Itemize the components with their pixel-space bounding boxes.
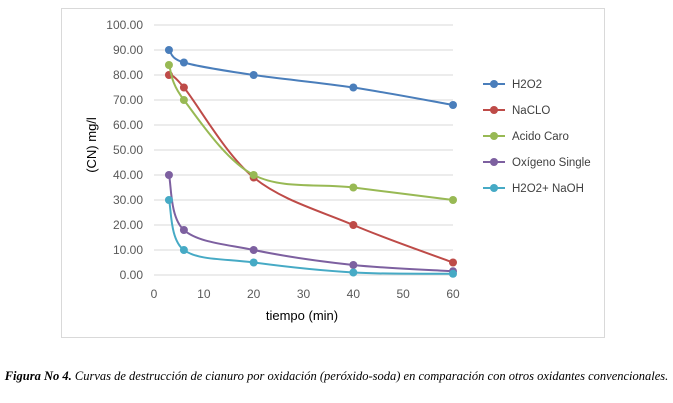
data-point [164,171,173,179]
y-axis-title: (CN) mg/l [84,117,99,173]
data-point [449,101,457,109]
data-point [164,46,173,54]
legend-label: H2O2 [512,79,542,91]
y-axis-ticks: 0.00 10.00 20.00 30.00 40.00 50.00 60.00 70.00 8… [106,18,143,282]
series-line [168,74,454,264]
series-group [164,46,457,278]
chart-frame: 0.00 10.00 20.00 30.00 40.00 50.00 60.00 70.00 8… [61,8,605,338]
legend-label: H2O2+ NaOH [512,183,584,195]
legend-swatch-marker [490,106,498,114]
data-point [349,83,358,92]
x-tick-label: 60 [446,287,460,301]
y-tick-label: 30.00 [113,193,143,207]
figure-caption: Figura No 4. Curvas de destrucción de ci… [0,368,673,384]
x-tick-label: 50 [396,287,410,301]
data-point [179,83,188,92]
data-point [349,268,358,277]
x-tick-label: 20 [247,287,261,301]
data-point [249,171,258,179]
legend-label: Oxígeno Single [512,157,591,169]
legend-swatch-marker [490,80,498,88]
series-line [167,199,454,275]
data-point [249,258,258,267]
data-point [349,183,358,192]
data-point [349,221,358,229]
legend-swatch-marker [490,184,498,192]
y-tick-label: 70.00 [113,93,143,107]
legend-label: NaCLO [512,105,550,117]
y-tick-label: 100.00 [106,18,143,32]
caption-label: Figura No 4. [4,369,72,383]
x-axis-title: tiempo (min) [266,308,338,323]
legend-label: Acido Caro [512,131,569,143]
y-tick-label: 90.00 [113,43,143,57]
x-tick-label: 10 [197,287,211,301]
data-point [449,269,457,278]
data-point [179,96,188,104]
y-tick-label: 60.00 [113,118,143,132]
y-tick-label: 40.00 [113,168,143,182]
y-tick-label: 10.00 [113,243,143,257]
x-axis-ticks: 0 10 20 30 40 50 60 [151,287,460,301]
data-point [164,61,173,69]
legend-swatch-marker [490,158,498,166]
x-tick-label: 30 [297,287,311,301]
data-point [449,258,457,267]
gridlines [154,24,453,276]
series-line [167,174,454,273]
series-line [168,49,454,106]
y-tick-label: 0.00 [120,268,144,282]
x-tick-label: 40 [347,287,361,301]
caption-text: Curvas de destrucción de cianuro por oxi… [71,369,669,383]
data-point [179,246,188,254]
legend: H2O2 NaCLO Acido Caro Oxígeno Single H2O2+ N… [483,79,591,195]
data-point [249,71,258,79]
line-chart: 0.00 10.00 20.00 30.00 40.00 50.00 60.00 70.00 8… [84,18,591,323]
data-point [249,246,258,254]
series-line [168,64,454,201]
data-point [179,58,188,67]
y-tick-label: 50.00 [113,143,143,157]
data-point [349,261,358,269]
data-point [179,226,188,234]
data-point [164,196,173,204]
data-point [449,196,457,204]
legend-swatch-marker [490,132,498,140]
x-tick-label: 0 [151,287,158,301]
y-tick-label: 20.00 [113,218,143,232]
y-tick-label: 80.00 [113,68,143,82]
